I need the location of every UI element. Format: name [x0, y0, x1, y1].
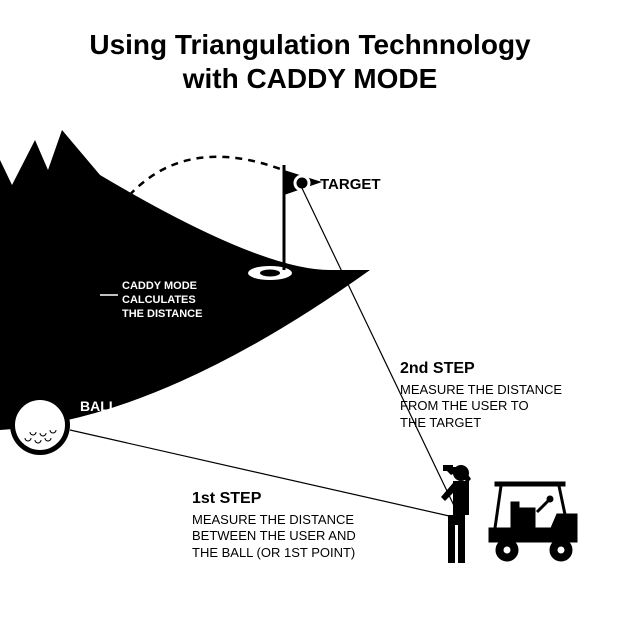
step-2-body: MEASURE THE DISTANCE FROM THE USER TO TH… — [400, 382, 600, 431]
caddy-mode-label: CADDY MODE CALCULATES THE DISTANCE — [122, 280, 202, 321]
terrain-hill — [0, 120, 370, 430]
title-line-2: with CADDY MODE — [183, 63, 438, 94]
step-2-head: 2nd STEP — [400, 360, 600, 378]
sight-line-target — [300, 184, 458, 514]
target-label: TARGET — [320, 176, 381, 193]
golf-cart-icon — [489, 482, 577, 561]
title-line-1: Using Triangulation Technnology — [89, 29, 530, 60]
main-title: Using Triangulation Technnology with CAD… — [0, 28, 620, 95]
user-golfer-icon — [441, 465, 471, 563]
hole-inner — [260, 270, 280, 277]
ball-label: BALL — [80, 398, 117, 414]
step-2-block: 2nd STEP MEASURE THE DISTANCE FROM THE U… — [400, 360, 600, 431]
diagram-stage: TARGET BALL CADDY MODE CALCULATES THE DI… — [0, 120, 620, 620]
step-1-body: MEASURE THE DISTANCE BETWEEN THE USER AN… — [192, 512, 412, 561]
step-1-head: 1st STEP — [192, 490, 412, 508]
step-1-block: 1st STEP MEASURE THE DISTANCE BETWEEN TH… — [192, 490, 412, 561]
